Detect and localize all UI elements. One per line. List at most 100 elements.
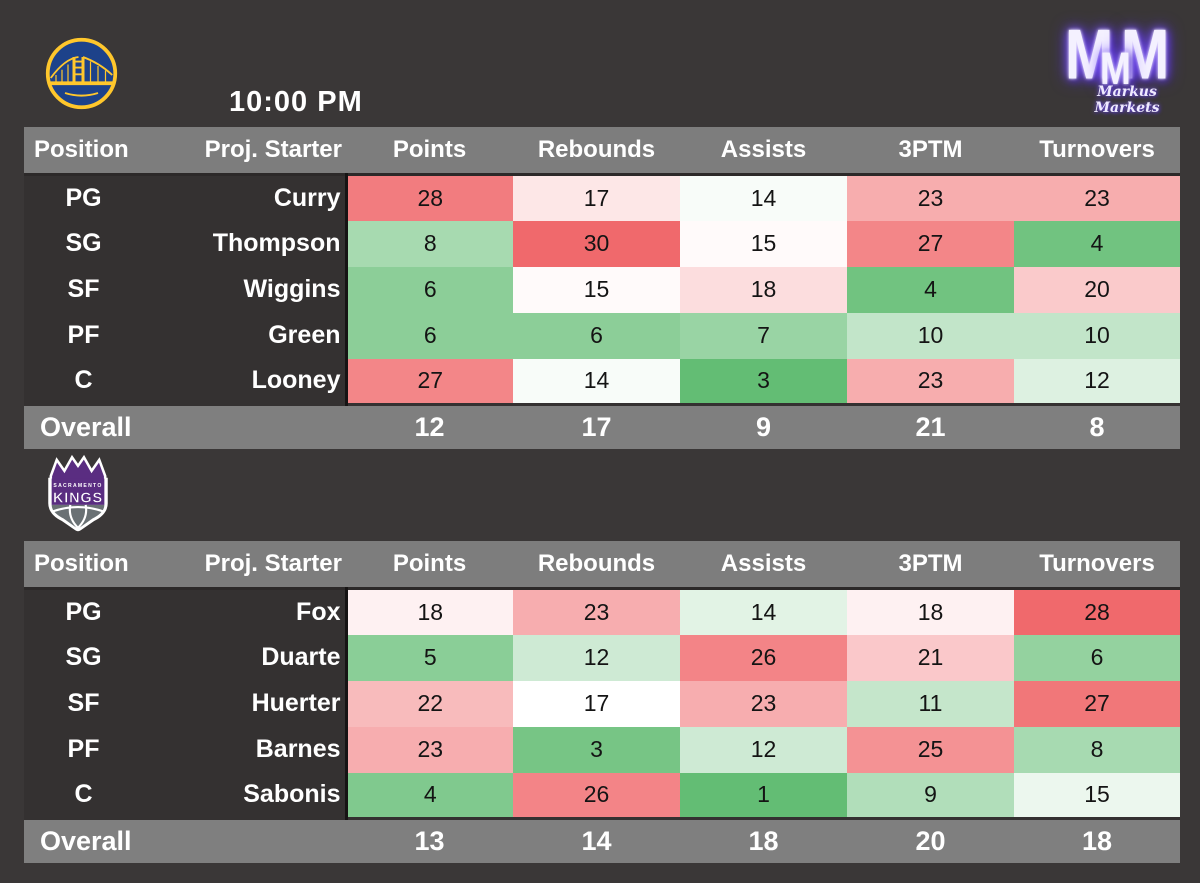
column-header-turnovers: Turnovers (1014, 127, 1180, 175)
stat-cell: 18 (680, 266, 847, 313)
player-name-cell: Looney (180, 358, 348, 405)
stat-cell: 25 (847, 726, 1014, 773)
stat-cell: 23 (1014, 174, 1180, 221)
crown-icon (49, 454, 107, 482)
stat-cell: 26 (680, 634, 847, 681)
stat-cell: 30 (513, 220, 680, 267)
stat-cell: 4 (1014, 220, 1180, 267)
stat-cell: 10 (847, 312, 1014, 359)
position-cell: PG (24, 174, 180, 221)
brand-name: Markus Markets (1094, 84, 1160, 116)
overall-label: Overall (24, 404, 346, 449)
overall-stat-cell: 9 (680, 404, 847, 449)
stat-cell: 6 (513, 312, 680, 359)
basketball-seams (51, 504, 105, 529)
stat-cell: 12 (513, 634, 680, 681)
stat-cell: 8 (1014, 726, 1180, 773)
column-header-proj-starter: Proj. Starter (180, 541, 346, 589)
player-row: SF Wiggins 6 15 18 4 20 (24, 266, 1180, 313)
stat-cell: 21 (847, 634, 1014, 681)
stat-cell: 27 (847, 220, 1014, 267)
stat-cell: 23 (680, 680, 847, 727)
stat-cell: 15 (513, 266, 680, 313)
player-name-cell: Green (180, 312, 348, 359)
player-row: PF Barnes 23 3 12 25 8 (24, 726, 1180, 773)
stat-cell: 26 (513, 772, 680, 819)
stat-cell: 23 (346, 726, 513, 773)
player-name-cell: Barnes (180, 726, 348, 773)
column-header-rebounds: Rebounds (513, 541, 680, 589)
stat-cell: 6 (1014, 634, 1180, 681)
player-name-cell: Duarte (180, 634, 348, 681)
column-header-3ptm: 3PTM (847, 127, 1014, 175)
bridge-icon (49, 56, 113, 97)
warriors-stats-table: Position Proj. Starter Points Rebounds Assis… (24, 127, 1180, 449)
tipoff-time: 10:00 PM (229, 86, 363, 118)
overall-stat-cell: 18 (680, 818, 847, 863)
column-header-assists: Assists (680, 541, 847, 589)
position-cell: C (24, 772, 180, 819)
overall-stat-cell: 8 (1014, 404, 1180, 449)
monogram-m-right: M (1121, 15, 1170, 95)
stat-cell: 7 (680, 312, 847, 359)
player-name-cell: Curry (180, 174, 348, 221)
player-name-cell: Huerter (180, 680, 348, 727)
column-header-points: Points (346, 127, 513, 175)
column-header-position: Position (24, 541, 180, 589)
stat-cell: 8 (346, 220, 513, 267)
stat-cell: 10 (1014, 312, 1180, 359)
kings-city-label: SACRAMENTO (53, 483, 102, 489)
column-header-position: Position (24, 127, 180, 175)
stat-cell: 3 (513, 726, 680, 773)
player-row: SG Thompson 8 30 15 27 4 (24, 220, 1180, 267)
position-cell: PG (24, 588, 180, 635)
position-cell: C (24, 358, 180, 405)
stat-cell: 23 (513, 588, 680, 635)
column-header-3ptm: 3PTM (847, 541, 1014, 589)
stat-cell: 15 (1014, 772, 1180, 819)
stat-cell: 17 (513, 680, 680, 727)
stat-cell: 9 (847, 772, 1014, 819)
kings-name-label: KINGS (53, 490, 103, 506)
player-row: PF Green 6 6 7 10 10 (24, 312, 1180, 359)
player-name-cell: Fox (180, 588, 348, 635)
player-name-cell: Thompson (180, 220, 348, 267)
position-cell: PF (24, 726, 180, 773)
kings-stats-table: Position Proj. Starter Points Rebounds Assis… (24, 541, 1180, 863)
overall-stat-cell: 12 (346, 404, 513, 449)
basketball-icon (51, 504, 105, 528)
stat-cell: 4 (346, 772, 513, 819)
overall-stat-cell: 20 (847, 818, 1014, 863)
player-row: C Sabonis 4 26 1 9 15 (24, 772, 1180, 819)
stat-cell: 6 (346, 312, 513, 359)
monogram-m-left: M (1065, 15, 1114, 95)
stat-cell: 27 (346, 358, 513, 405)
position-cell: SG (24, 220, 180, 267)
header-row: Position Proj. Starter Points Rebounds Assis… (24, 541, 1180, 589)
stat-cell: 22 (346, 680, 513, 727)
column-header-points: Points (346, 541, 513, 589)
stat-cell: 28 (346, 174, 513, 221)
warriors-logo (45, 37, 118, 110)
stat-cell: 27 (1014, 680, 1180, 727)
position-cell: PF (24, 312, 180, 359)
stat-cell: 14 (680, 588, 847, 635)
overall-stat-cell: 18 (1014, 818, 1180, 863)
stat-cell: 4 (847, 266, 1014, 313)
stat-cell: 5 (346, 634, 513, 681)
overall-row: Overall 13 14 18 20 18 (24, 818, 1180, 863)
player-name-cell: Wiggins (180, 266, 348, 313)
stat-cell: 12 (680, 726, 847, 773)
stat-cell: 18 (847, 588, 1014, 635)
stat-cell: 23 (847, 174, 1014, 221)
stat-cell: 6 (346, 266, 513, 313)
overall-label: Overall (24, 818, 346, 863)
overall-stat-cell: 17 (513, 404, 680, 449)
stat-cell: 11 (847, 680, 1014, 727)
kings-logo: SACRAMENTO KINGS (48, 454, 108, 532)
player-row: SF Huerter 22 17 23 11 27 (24, 680, 1180, 727)
markus-markets-logo: M M M Markus Markets (1063, 12, 1191, 116)
stat-cell: 28 (1014, 588, 1180, 635)
position-cell: SF (24, 266, 180, 313)
